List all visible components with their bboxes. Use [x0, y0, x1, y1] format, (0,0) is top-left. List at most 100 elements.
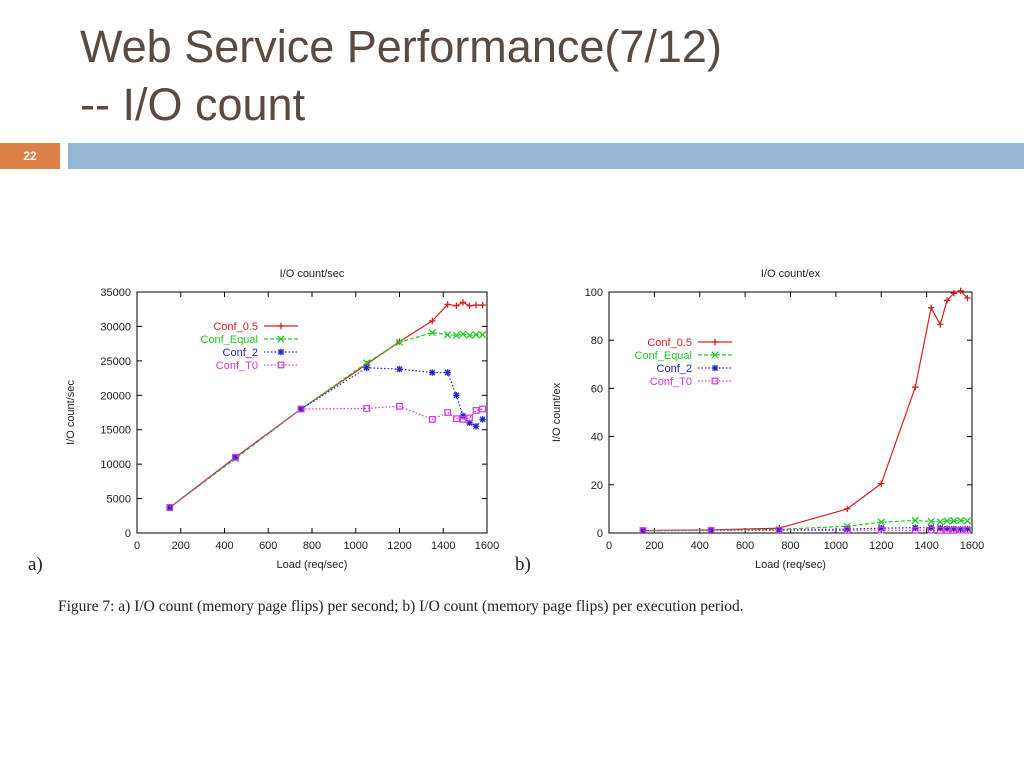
chart-a-series-point: [444, 301, 451, 308]
chart-a-series-point: [166, 504, 174, 511]
chart-a-series-point: [429, 369, 436, 376]
chart-a-xtick-label: 200: [172, 540, 190, 552]
chart-b-series-point: [878, 524, 885, 532]
chart-a-xlabel: Load (req/sec): [277, 559, 348, 571]
chart-a-ytick-label: 20000: [100, 390, 131, 402]
chart-a-series-point: [396, 402, 403, 410]
chart-b-xtick-label: 1000: [824, 540, 848, 552]
chart-b-series-point: [964, 294, 971, 302]
chart-a-series-point: [444, 369, 451, 376]
chart-a-xtick-label: 0: [134, 540, 140, 552]
chart-a-xtick-label: 600: [259, 540, 277, 552]
chart-a-legend-label: Conf_T0: [216, 360, 258, 372]
chart-b-legend-label: Conf_Equal: [635, 350, 693, 362]
chart-a-series-point: [479, 301, 486, 309]
chart-b-legend-marker: [711, 364, 719, 372]
chart-a-ytick-label: 15000: [100, 425, 131, 437]
chart-a-ytick-label: 10000: [100, 459, 131, 471]
chart-b-xtick-label: 1600: [960, 540, 984, 552]
chart-a-legend-entry: Conf_0.5: [213, 321, 298, 333]
figure-caption: Figure 7: a) I/O count (memory page flip…: [58, 598, 744, 615]
chart-b-ytick-label: 80: [591, 335, 603, 347]
chart-b-legend-entry: Conf_T0: [650, 376, 732, 388]
chart-b-series-point: [707, 527, 715, 534]
chart-b-xtick-label: 600: [736, 540, 754, 552]
chart-a-legend-marker: [277, 322, 285, 330]
chart-a-series-point: [466, 302, 473, 309]
chart-a-ytick-label: 30000: [100, 321, 131, 333]
chart-a-xtick-label: 400: [215, 540, 233, 552]
chart-b-series-3: [639, 526, 971, 534]
panel-label-a: a): [28, 554, 43, 575]
chart-b-series-point: [927, 526, 935, 534]
chart-b-series-point: [957, 287, 964, 294]
chart-a-series-point: [232, 454, 239, 461]
chart-a-series-point: [479, 416, 486, 423]
chart-a-series-point: [453, 302, 460, 309]
chart-a-ytick-label: 0: [125, 528, 131, 540]
chart-b-ytick-label: 60: [591, 383, 603, 395]
chart-b-series-point: [911, 526, 919, 534]
chart-b-legend-marker: [711, 377, 719, 385]
chart-b-ytick-label: 0: [597, 528, 603, 540]
chart-b-series-point: [844, 525, 851, 533]
chart-a-series-point: [232, 453, 239, 461]
chart-b-series-point: [964, 525, 971, 533]
chart-a-legend-entry: Conf_Equal: [201, 334, 298, 346]
chart-b-xlabel: Load (req/sec): [755, 559, 826, 571]
chart-a-legend-marker: [277, 361, 285, 369]
chart-b-series-point: [877, 526, 885, 534]
chart-a-series-point: [479, 405, 487, 413]
chart-b-series-point: [950, 290, 958, 297]
chart-a-series-point: [429, 317, 436, 325]
chart-a-ytick-label: 25000: [100, 356, 131, 368]
chart-b-xtick-label: 400: [691, 540, 709, 552]
chart-a-series-point: [363, 364, 370, 371]
chart-b-series-point: [936, 518, 944, 526]
chart-a-series-point: [428, 328, 436, 337]
chart-b-series-point: [957, 525, 964, 533]
chart-a-series-point: [396, 365, 403, 373]
chart-a-series-point: [297, 405, 305, 413]
chart-a-series-point: [472, 331, 480, 339]
slide-title-line-2: -- I/O count: [80, 79, 306, 130]
chart-b-ytick-label: 20: [591, 480, 603, 492]
chart-a-series-point: [472, 301, 480, 309]
chart-b: I/O count/ex0 200 400 600 800 1000 1200 1400 160…: [551, 268, 984, 571]
chart-b-legend-marker: [711, 351, 719, 359]
chart-a-ytick-label: 35000: [100, 287, 131, 299]
chart-a-xtick-label: 1600: [475, 540, 499, 552]
chart-b-series-point: [877, 518, 885, 526]
chart-b-series-line: [643, 519, 968, 532]
chart-b-legend-marker: [711, 338, 719, 346]
chart-a-title: I/O count/sec: [280, 268, 345, 280]
chart-a-series-line: [169, 405, 483, 508]
chart-b-series-point: [963, 517, 972, 525]
chart-a-series-point: [465, 331, 474, 340]
chart-b-series-point: [937, 524, 944, 532]
chart-b-series-point: [936, 526, 944, 534]
chart-a-series-point: [395, 338, 404, 346]
chart-a: I/O count/sec 0 200 400 600 800 1000 1200 1400 16…: [65, 268, 499, 571]
chart-a-series-point: [453, 392, 460, 399]
chart-a-legend-entry: Conf_2: [223, 347, 298, 359]
chart-a-series-point: [459, 412, 467, 420]
chart-b-series-point: [775, 526, 783, 534]
chart-b-series-point: [950, 525, 958, 533]
chart-a-series-point: [444, 409, 452, 416]
chart-a-legend-marker: [277, 335, 285, 343]
chart-b-xtick-label: 1200: [869, 540, 893, 552]
chart-a-xtick-label: 800: [303, 540, 321, 552]
chart-b-series-point: [639, 527, 647, 534]
chart-b-series-point: [957, 526, 965, 534]
chart-a-frame: [136, 291, 488, 534]
chart-b-legend-entry: Conf_2: [657, 363, 732, 375]
chart-a-ytick-label: 5000: [107, 494, 131, 506]
chart-b-xtick-label: 1400: [914, 540, 938, 552]
slide-title-line-1: Web Service Performance(7/12): [80, 21, 722, 72]
title-accent-bar: [68, 143, 1024, 169]
chart-b-series-point: [927, 304, 935, 311]
chart-b-series-point: [844, 505, 851, 513]
chart-b-series-point: [639, 527, 647, 534]
